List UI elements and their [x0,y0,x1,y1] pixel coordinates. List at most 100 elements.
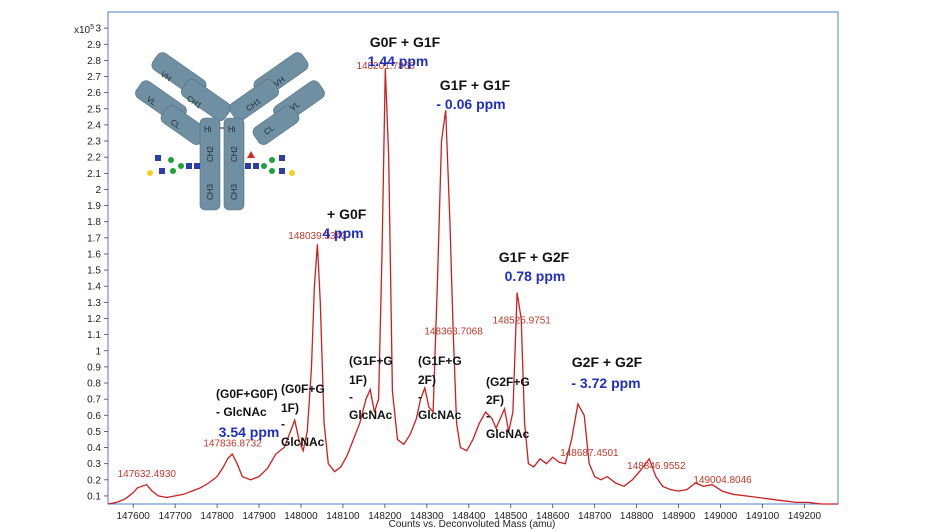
y-tick-label: 0.7 [87,395,101,406]
ch2-label-left: CH2 [206,145,215,162]
x-tick-label: 147700 [158,511,192,522]
annotation-line: 2F) [418,373,436,387]
y-axis: 0.1 0.2 0.3 0.4 0.5 0.6 0.7 0.8 0.9 1 1.1 1.2 1.3 1.4… [87,24,108,502]
glcnac-icon [194,163,200,169]
annotation-ppm: 4 ppm [322,225,363,241]
annotation-ppm: - 3.72 ppm [571,375,640,391]
ch1-domain-right [229,78,279,122]
peak-mass-label: 148039.3343 [288,231,347,242]
y-tick-label: 1.2 [87,314,101,325]
glcnac-icon [186,163,192,169]
y-tick-label: 2.2 [87,153,101,164]
annotation-line: GlcNAc [281,435,325,449]
glycan-right [245,151,295,176]
annotation-subtitle: - GlcNAc [216,405,267,419]
glcnac-icon [155,155,161,161]
y-tick-label: 3 [95,24,101,35]
y-tick-label: 0.3 [87,459,101,470]
mannose-icon [168,157,174,163]
y-tick-label: 1.8 [87,217,101,228]
annotation-ppm: 1.44 ppm [368,53,429,69]
annotation-ppm: - 0.06 ppm [436,96,505,112]
y-tick-label: 1.9 [87,201,101,212]
annotation-title: G1F + G1F [440,77,511,93]
annotation-g0f-g0f-glcnac: (G0F+G0F) - GlcNAc 3.54 ppm [216,387,279,440]
y-tick-label: 1.7 [87,233,101,244]
glcnac-icon [279,168,285,174]
ch2-label-right: CH2 [230,145,239,162]
plot-area-frame [107,11,839,505]
peak-mass-label: 148687.4501 [560,448,619,459]
glcnac-icon [279,155,285,161]
y-tick-label: 2.1 [87,169,101,180]
annotation-line: 1F) [281,401,299,415]
peak-mass-label: 147632.4930 [118,469,177,480]
x-tick-label: 149200 [788,511,822,522]
y-tick-label: 1.5 [87,266,101,277]
x-tick-label: 148000 [284,511,318,522]
y-tick-label: 2.4 [87,120,101,131]
y-tick-label: 1.4 [87,282,101,293]
y-multiplier-label: x105 [74,24,94,36]
annotation-g1f-g2f-glcnac: (G1F+G 2F) - GlcNAc [418,354,462,422]
galactose-icon [289,170,295,176]
peak-mass-label: 148525.9751 [492,315,551,326]
annotation-line: (G0F+G [281,382,325,396]
annotation-g1f-g1f-glcnac: (G1F+G 1F) - GlcNAc [349,354,393,422]
galactose-icon [147,170,153,176]
y-tick-label: 1.1 [87,330,101,341]
y-tick-label: 0.1 [87,491,101,502]
annotation-ppm: 0.78 ppm [505,268,566,284]
glcnac-icon [245,163,251,169]
y-tick-label: 1 [95,346,101,357]
annotation-line: - [281,417,285,431]
y-multiplier-base: x10 [74,25,91,36]
x-tick-label: 149000 [704,511,738,522]
x-tick-label: 148600 [536,511,570,522]
y-tick-label: 0.8 [87,379,101,390]
annotation-title: G2F + G2F [572,354,643,370]
ch3-label-left: CH3 [206,183,215,200]
x-tick-label: 148500 [494,511,528,522]
y-tick-label: 1.6 [87,249,101,260]
glcnac-icon [253,163,259,169]
x-axis-title: Counts vs. Deconvoluted Mass (amu) [389,519,556,530]
annotation-line: - [349,390,353,404]
y-tick-label: 0.2 [87,475,101,486]
y-tick-label: 2.6 [87,88,101,99]
fucose-icon [247,151,255,158]
x-tick-label: 148100 [326,511,360,522]
peak-mass-label: 148363.7068 [424,326,483,337]
y-tick-label: 1.3 [87,298,101,309]
annotation-title: G0F + G1F [370,34,441,50]
peak-mass-labels: 147632.4930 147836.8732 148039.3343 148201.… [118,61,753,486]
cl-domain-right [252,105,300,145]
y-multiplier-exponent: 5 [90,24,94,31]
x-tick-label: 148300 [410,511,444,522]
y-tick-label: 2.3 [87,137,101,148]
annotation-g1f-g2f: G1F + G2F 0.78 ppm [499,249,570,284]
annotation-line: 2F) [486,393,504,407]
x-tick-label: 148700 [578,511,612,522]
antibody-diagram: VH CH1 VL CL VH CH1 VL CL Hi Hi CH2 CH2 … [135,52,325,211]
x-tick-label: 147900 [242,511,276,522]
annotation-line: GlcNAc [349,408,393,422]
annotation-line: (G1F+G [418,354,462,368]
annotation-g0f: + G0F 4 ppm [322,206,366,241]
mannose-icon [261,163,267,169]
annotation-g0f-g1f-glcnac: (G0F+G 1F) - GlcNAc [281,382,325,449]
annotation-title: + G0F [327,206,367,222]
x-tick-label: 147600 [116,511,150,522]
spectrum-series-line [107,68,838,505]
hinge-label-left: Hi [204,125,212,134]
ch3-label-right: CH3 [230,183,239,200]
annotation-g2f-g2f-glcnac: (G2F+G 2F) - GlcNAc [486,375,530,441]
y-tick-label: 2.7 [87,72,101,83]
mannose-icon [269,157,275,163]
annotation-g2f-g2f: G2F + G2F - 3.72 ppm [571,354,642,391]
y-tick-label: 2.9 [87,40,101,51]
annotation-line: GlcNAc [418,408,462,422]
x-axis: 147600 147700 147800 147900 148000 148100 1482… [116,504,822,522]
x-tick-label: 148800 [620,511,654,522]
annotation-line: (G1F+G [349,354,393,368]
